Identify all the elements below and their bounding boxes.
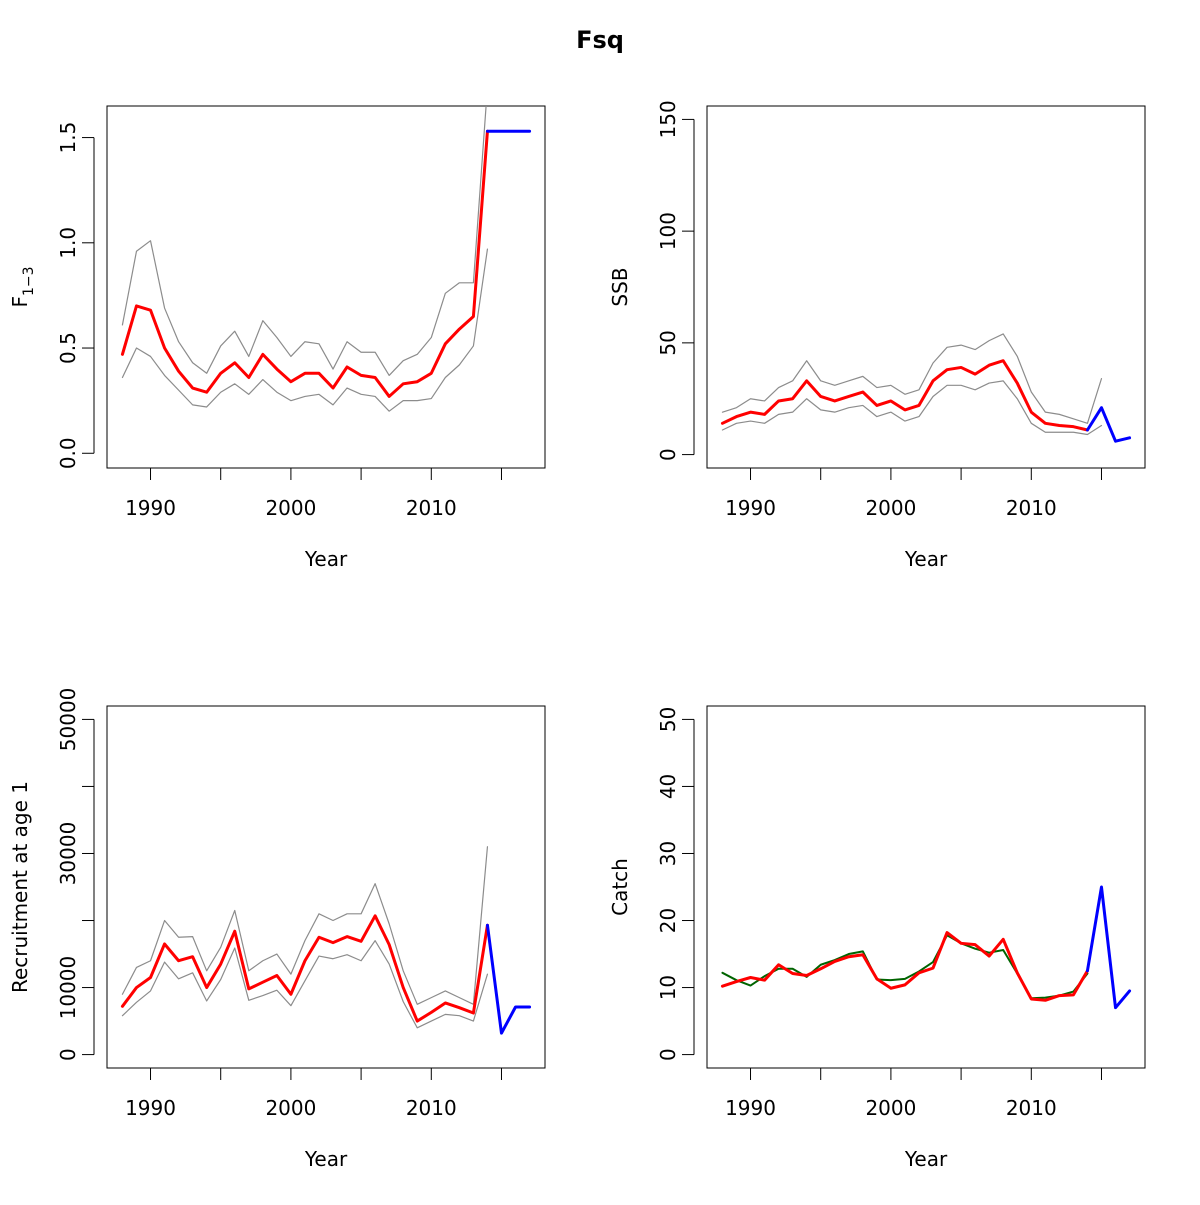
y-tick-label: 0 (56, 1048, 80, 1061)
y-axis-title: SSB (608, 267, 632, 306)
series-line-estimate (720, 931, 1089, 1002)
series-line-forecast (485, 923, 532, 1035)
y-tick-label: 40 (656, 774, 680, 799)
series-group (120, 846, 532, 1035)
panel-recruitment: 1990 2000 2010 0 10000 30000 50000 Year Recruitm… (8, 688, 546, 1171)
panel-f: 1990 2000 2010 0.0 0.5 1.0 1.5 Year F1−3 (8, 105, 546, 571)
x-axis-title: Year (904, 1147, 948, 1171)
y-axis-title: Recruitment at age 1 (8, 781, 32, 993)
y-tick-label: 30 (656, 841, 680, 866)
y-tick-label: 20 (656, 908, 680, 933)
x-tick-label: 2010 (1006, 1096, 1057, 1120)
x-tick-label: 1990 (125, 1096, 176, 1120)
y-axis-title-main: F (8, 296, 32, 308)
series-line-estimate (120, 914, 489, 1023)
series-line-ci (121, 940, 489, 1029)
y-axis-title: Catch (608, 858, 632, 916)
plot-frame (706, 105, 1146, 469)
y-axis-title-main: SSB (608, 267, 632, 306)
series-line-estimate (720, 359, 1089, 432)
y-tick-label: 50 (656, 330, 680, 355)
y-axis-title-main: Catch (608, 858, 632, 916)
y-tick-label: 30000 (56, 822, 80, 886)
y-tick-label: 10000 (56, 956, 80, 1020)
plot-frame (106, 705, 546, 1069)
y-tick-label: 0.5 (56, 332, 80, 364)
panel-catch: 1990 2000 2010 0 10 20 30 40 50 Year Catch (608, 705, 1146, 1171)
x-tick-label: 2000 (265, 496, 316, 520)
x-tick-label: 2000 (265, 1096, 316, 1120)
y-tick-label: 10 (656, 975, 680, 1000)
x-tick-label: 2010 (406, 496, 457, 520)
series-line-ci (721, 333, 1103, 424)
x-tick-label: 1990 (125, 496, 176, 520)
y-axis-title-main: Recruitment at age 1 (8, 781, 32, 993)
x-tick-label: 2010 (1006, 496, 1057, 520)
y-axis-title: F1−3 (8, 266, 37, 307)
series-group (120, 106, 532, 412)
series-line-ci (121, 106, 487, 376)
plot-frame (706, 705, 1146, 1069)
y-tick-label: 0.0 (56, 437, 80, 469)
y-tick-label: 1.5 (56, 122, 80, 154)
x-tick-label: 2000 (865, 496, 916, 520)
x-tick-label: 2010 (406, 1096, 457, 1120)
y-tick-label: 100 (656, 212, 680, 250)
plot-frame (106, 105, 546, 469)
x-tick-label: 1990 (725, 496, 776, 520)
y-tick-label: 50000 (56, 688, 80, 752)
x-axis-title: Year (304, 1147, 348, 1171)
y-tick-label: 50 (656, 707, 680, 732)
series-line-forecast (1085, 406, 1132, 443)
figure-title: Fsq (576, 26, 624, 54)
x-axis-title: Year (304, 547, 348, 571)
y-tick-label: 1.0 (56, 227, 80, 259)
series-line-forecast (1085, 885, 1132, 1010)
series-group (720, 885, 1132, 1010)
panel-ssb: 1990 2000 2010 0 50 100 150 Year SSB (608, 100, 1146, 571)
x-axis-title: Year (904, 547, 948, 571)
series-line-estimate (120, 129, 489, 398)
y-tick-label: 150 (656, 100, 680, 138)
y-tick-label: 0 (656, 1048, 680, 1061)
series-group (720, 333, 1132, 443)
series-line-ci (721, 380, 1103, 436)
x-tick-label: 1990 (725, 1096, 776, 1120)
series-line-ci (121, 846, 489, 1005)
x-tick-label: 2000 (865, 1096, 916, 1120)
series-line-ci (121, 248, 489, 412)
y-tick-label: 0 (656, 448, 680, 461)
y-axis-title-subscript: 1−3 (21, 266, 37, 296)
